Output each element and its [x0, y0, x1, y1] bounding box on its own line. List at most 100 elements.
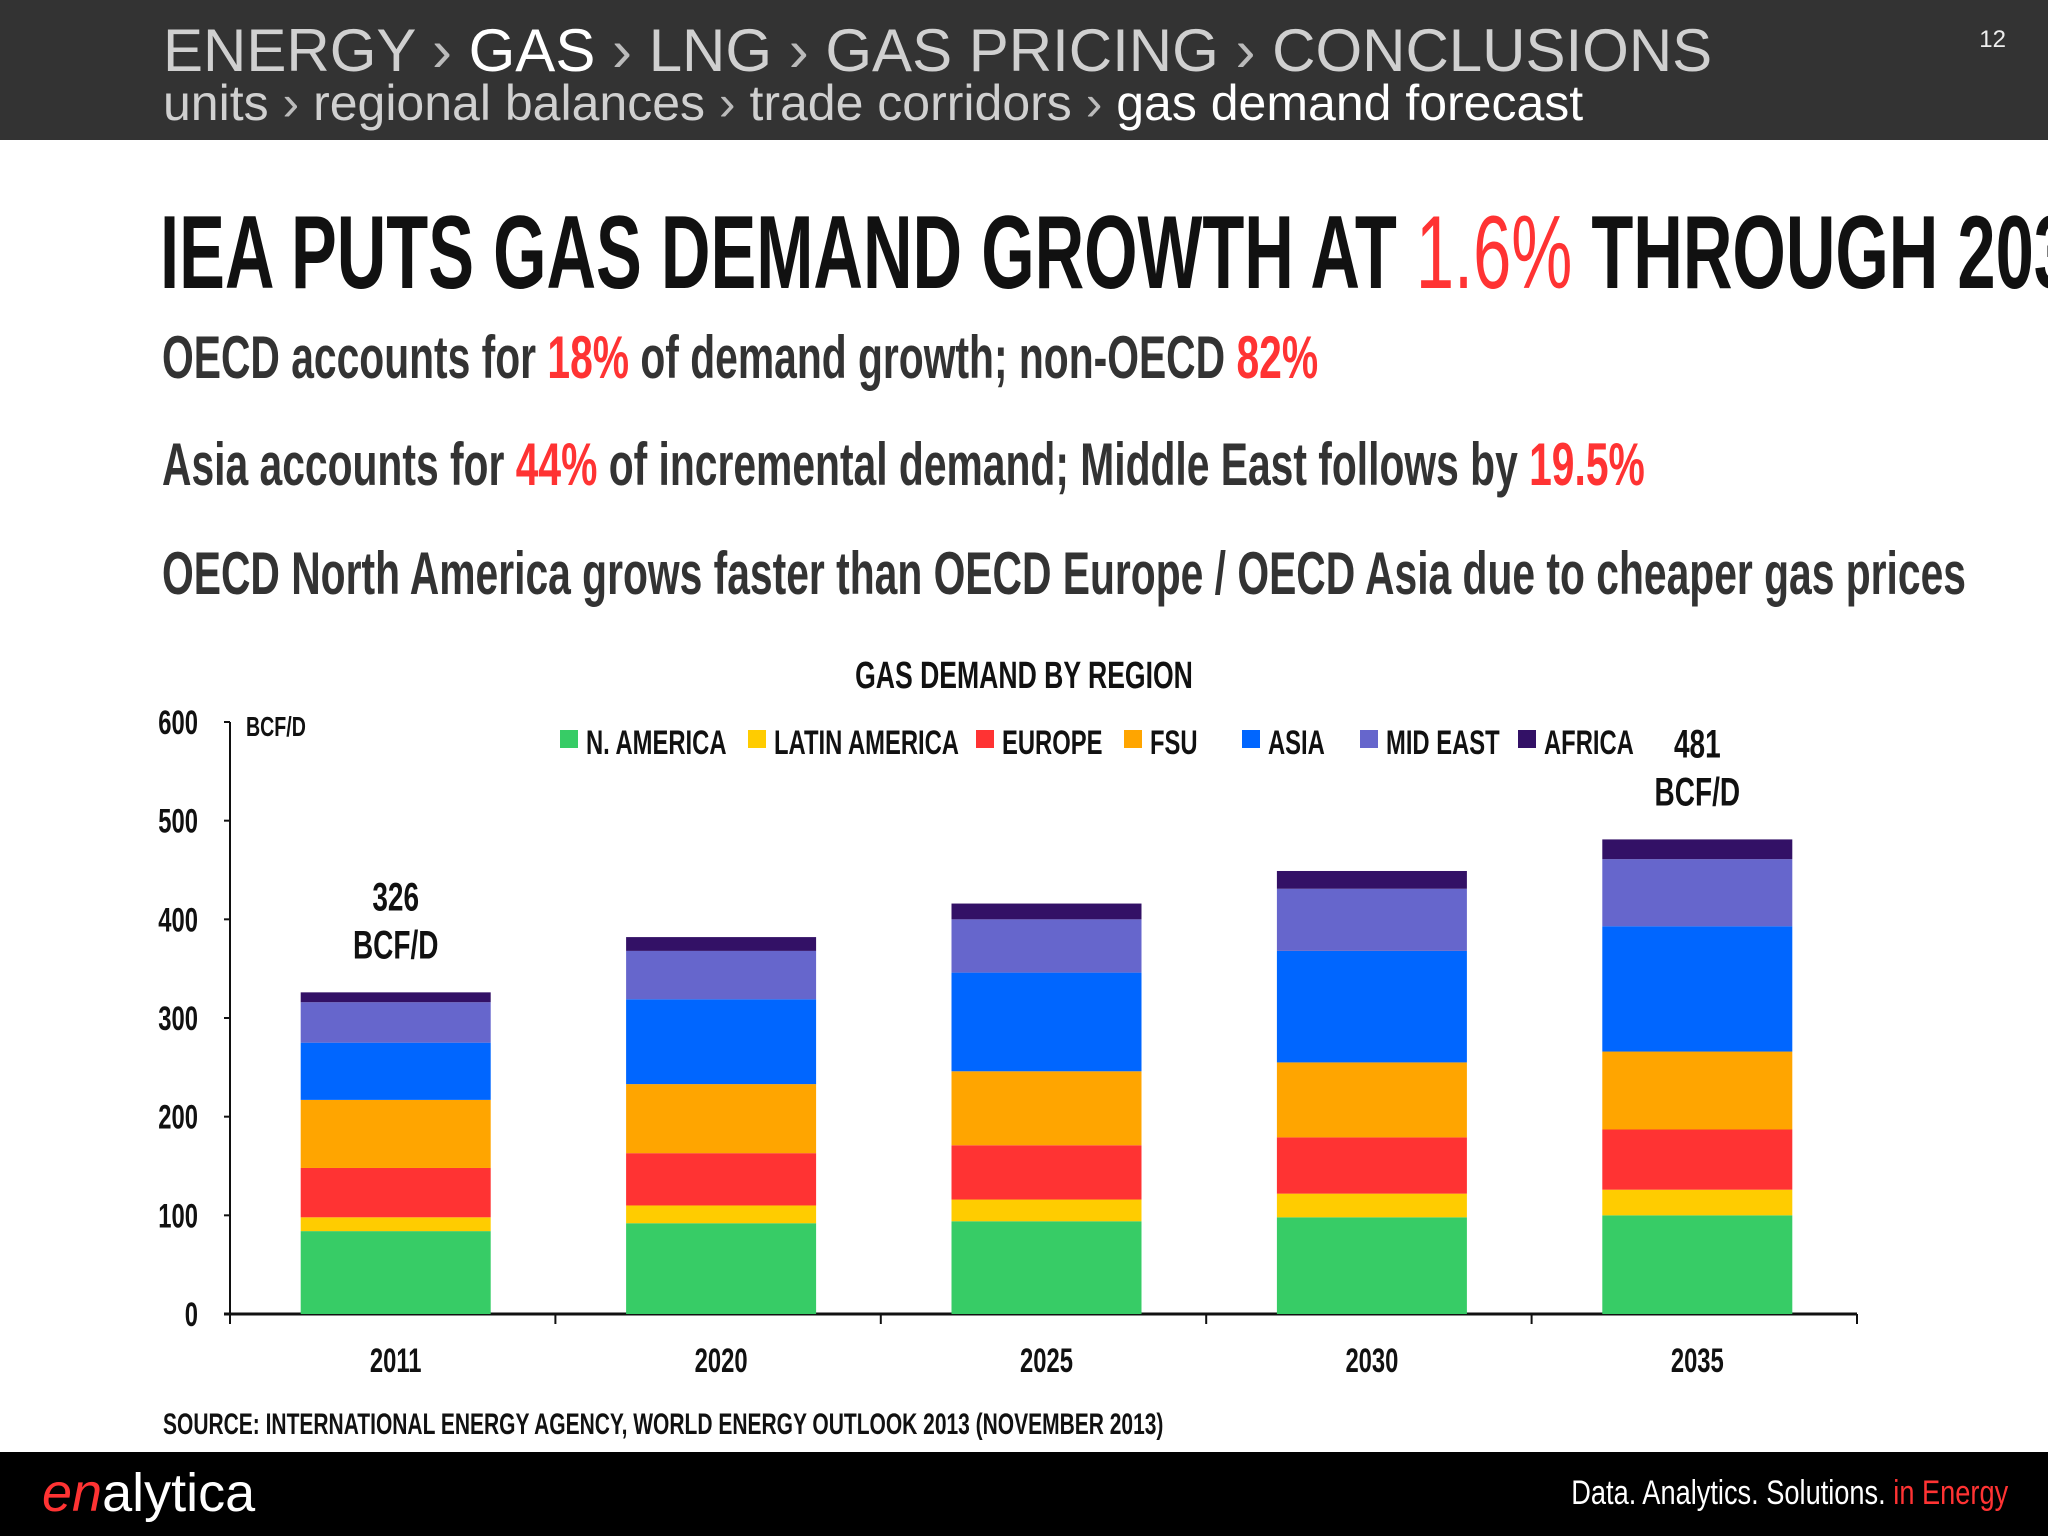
total-unit-label: BCF/D — [1655, 771, 1741, 815]
y-axis-unit: BCF/D — [246, 712, 306, 743]
bar-segment-mid-east-2025 — [951, 919, 1142, 973]
bullet-1: OECD accounts for 18% of demand growth; … — [162, 326, 1862, 390]
bar-segment-latin-america-2035 — [1602, 1189, 1793, 1216]
title-highlight: 1.6% — [1415, 195, 1573, 311]
legend-label: MID EAST — [1386, 724, 1500, 762]
breadcrumb-item[interactable]: GAS PRICING — [825, 17, 1219, 84]
gas-demand-chart: GAS DEMAND BY REGION BCF/D 0 100 200 300 400 50… — [158, 653, 1858, 1441]
bullet-text: of incremental demand; Middle East follo… — [597, 431, 1530, 498]
bar-segment-africa-2020 — [626, 937, 817, 951]
bar-segment-europe-2025 — [951, 1145, 1142, 1200]
y-tick-label: 500 — [158, 803, 198, 841]
bar-segment-africa-2030 — [1276, 870, 1467, 889]
bar-segment-n-america-2011 — [300, 1231, 491, 1314]
bar-segment-fsu-2011 — [300, 1099, 491, 1168]
breadcrumb-item[interactable]: trade corridors — [749, 75, 1072, 131]
x-tick-label: 2020 — [695, 1342, 748, 1380]
total-unit-label: BCF/D — [353, 924, 439, 968]
chart-title: GAS DEMAND BY REGION — [855, 653, 1193, 696]
y-tick-label: 400 — [158, 901, 198, 939]
breadcrumb-primary: ENERGY › GAS › LNG › GAS PRICING › CONCL… — [163, 20, 1712, 82]
legend-label: ASIA — [1268, 724, 1325, 762]
page-number: 12 — [1979, 26, 2006, 53]
bar-segment-n-america-2020 — [626, 1223, 817, 1314]
breadcrumb-secondary: units › regional balances › trade corrid… — [163, 76, 1583, 130]
x-tick-label: 2011 — [370, 1342, 422, 1380]
breadcrumb-separator: › — [1071, 75, 1117, 131]
y-tick-label: 0 — [185, 1296, 198, 1334]
tagline-highlight: in Energy — [1893, 1474, 2008, 1512]
bar-segment-asia-2011 — [300, 1042, 491, 1100]
legend-swatch — [976, 730, 994, 748]
breadcrumb-separator: › — [705, 75, 750, 131]
bullet-highlight: 44% — [515, 431, 598, 498]
bar-segment-africa-2035 — [1602, 839, 1793, 860]
bar-segment-n-america-2030 — [1276, 1217, 1467, 1314]
legend-label: FSU — [1150, 724, 1198, 762]
bar-segment-europe-2030 — [1276, 1137, 1467, 1194]
breadcrumb-separator: › — [268, 75, 314, 131]
bar-segment-asia-2020 — [626, 999, 817, 1085]
bar-segment-asia-2025 — [951, 972, 1142, 1072]
breadcrumb-item[interactable]: LNG — [648, 17, 773, 84]
tagline: Data. Analytics. Solutions. in Energy — [1462, 1474, 2008, 1513]
breadcrumb-separator: › — [772, 17, 826, 84]
bar-segment-africa-2025 — [951, 903, 1142, 920]
bar-segment-n-america-2035 — [1602, 1215, 1793, 1314]
bullet-2: Asia accounts for 44% of incremental dem… — [162, 433, 2048, 497]
logo-en: en — [42, 1463, 103, 1523]
bar-segment-fsu-2020 — [626, 1084, 817, 1154]
total-label: 326 — [372, 876, 419, 920]
bar-segment-mid-east-2020 — [626, 950, 817, 1000]
bar-segment-latin-america-2030 — [1276, 1193, 1467, 1218]
bar-segment-africa-2011 — [300, 992, 491, 1003]
bar-segment-asia-2035 — [1602, 926, 1793, 1052]
bullet-text: of demand growth; non-OECD — [629, 324, 1237, 391]
y-tick-label: 300 — [158, 1000, 198, 1038]
x-tick-label: 2025 — [1020, 1342, 1073, 1380]
bar-segment-mid-east-2011 — [300, 1002, 491, 1043]
source-note: SOURCE: INTERNATIONAL ENERGY AGENCY, WOR… — [163, 1409, 1163, 1441]
legend-label: LATIN AMERICA — [774, 724, 959, 762]
slide-title: IEA PUTS GAS DEMAND GROWTH AT 1.6% THROU… — [160, 198, 2048, 308]
y-tick-label: 100 — [158, 1197, 198, 1235]
breadcrumb-item[interactable]: gas demand forecast — [1116, 75, 1584, 131]
header-bar: ENERGY › GAS › LNG › GAS PRICING › CONCL… — [0, 0, 2048, 140]
bullet-text: OECD accounts for — [162, 324, 548, 391]
bullet-highlight: 18% — [547, 324, 630, 391]
enalytica-logo: enalytica — [42, 1462, 255, 1524]
bar-segment-fsu-2025 — [951, 1071, 1142, 1146]
bar-segment-latin-america-2020 — [626, 1205, 817, 1224]
breadcrumb-separator: › — [595, 17, 649, 84]
bar-segment-europe-2020 — [626, 1153, 817, 1206]
bar-segment-fsu-2030 — [1276, 1062, 1467, 1138]
x-tick-label: 2030 — [1345, 1342, 1398, 1380]
legend-swatch — [560, 730, 578, 748]
logo-rest: alytica — [102, 1463, 256, 1523]
bar-segment-europe-2011 — [300, 1167, 491, 1218]
bullet-highlight: 19.5% — [1529, 431, 1645, 498]
breadcrumb-item[interactable]: ENERGY — [163, 17, 416, 84]
legend-swatch — [1360, 730, 1378, 748]
legend-label: EUROPE — [1002, 724, 1102, 762]
title-text: IEA PUTS GAS DEMAND GROWTH AT — [160, 195, 1416, 311]
bullet-3: OECD North America grows faster than OEC… — [162, 542, 2048, 606]
legend-label: AFRICA — [1544, 724, 1634, 762]
breadcrumb-item[interactable]: GAS — [468, 17, 596, 84]
breadcrumb-item[interactable]: regional balances — [313, 75, 706, 131]
legend-swatch — [748, 730, 766, 748]
breadcrumb-item[interactable]: CONCLUSIONS — [1272, 17, 1713, 84]
breadcrumb-item[interactable]: units — [163, 75, 269, 131]
bar-segment-latin-america-2025 — [951, 1199, 1142, 1222]
breadcrumb-separator: › — [415, 17, 469, 84]
bar-segment-europe-2035 — [1602, 1129, 1793, 1190]
legend-label: N. AMERICA — [586, 724, 727, 762]
x-tick-label: 2035 — [1671, 1342, 1724, 1380]
legend-swatch — [1124, 730, 1142, 748]
bar-segment-mid-east-2030 — [1276, 888, 1467, 951]
y-tick-label: 200 — [158, 1099, 198, 1137]
bullet-text: OECD North America grows faster than OEC… — [162, 540, 1966, 607]
bar-segment-mid-east-2035 — [1602, 859, 1793, 927]
bar-segment-n-america-2025 — [951, 1221, 1142, 1314]
footer-bar: enalytica Data. Analytics. Solutions. in… — [0, 1452, 2048, 1536]
